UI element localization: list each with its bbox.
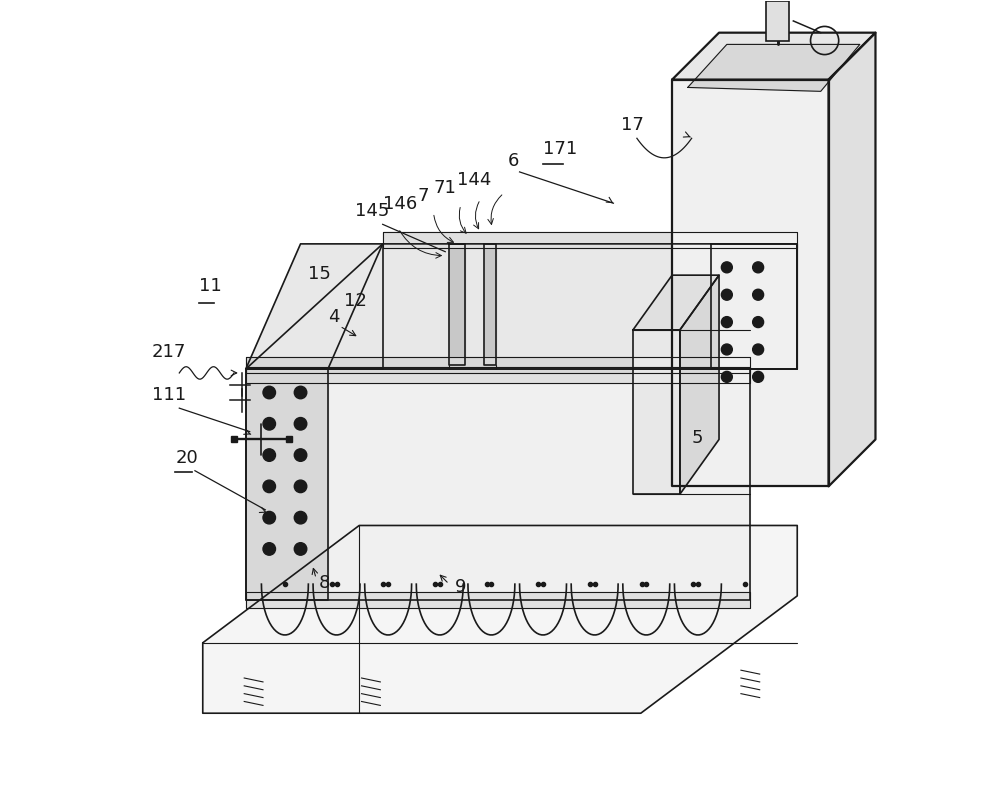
Text: 7: 7 [418, 187, 429, 205]
Polygon shape [246, 369, 328, 600]
Text: 20: 20 [175, 449, 198, 467]
Text: 15: 15 [308, 265, 331, 283]
Circle shape [721, 316, 732, 327]
Circle shape [263, 511, 276, 524]
Text: 6: 6 [508, 152, 519, 170]
Text: 111: 111 [152, 386, 186, 404]
Polygon shape [246, 244, 797, 369]
Polygon shape [672, 79, 829, 487]
Text: 71: 71 [434, 179, 456, 197]
Polygon shape [829, 33, 875, 487]
Circle shape [721, 289, 732, 300]
Polygon shape [680, 276, 719, 495]
Circle shape [294, 418, 307, 430]
Polygon shape [246, 592, 750, 608]
Text: 4: 4 [328, 308, 339, 326]
Polygon shape [633, 330, 680, 495]
Polygon shape [484, 244, 496, 365]
Bar [766, 2, 789, 41]
Polygon shape [246, 369, 750, 600]
Polygon shape [383, 232, 797, 248]
Text: 145: 145 [355, 203, 390, 221]
Polygon shape [246, 244, 383, 369]
Circle shape [753, 371, 764, 382]
Circle shape [294, 511, 307, 524]
Text: 17: 17 [621, 116, 644, 134]
Circle shape [753, 262, 764, 273]
Polygon shape [246, 357, 750, 373]
Text: 146: 146 [383, 195, 417, 213]
Circle shape [294, 449, 307, 462]
Text: 217: 217 [152, 343, 186, 361]
Text: 11: 11 [199, 277, 222, 295]
Polygon shape [633, 276, 719, 330]
Circle shape [263, 449, 276, 462]
Polygon shape [711, 244, 797, 369]
Polygon shape [449, 244, 465, 365]
Circle shape [721, 262, 732, 273]
Polygon shape [688, 45, 860, 91]
Text: 12: 12 [344, 293, 366, 310]
Circle shape [294, 480, 307, 493]
Circle shape [753, 344, 764, 355]
Text: 171: 171 [543, 140, 577, 158]
Circle shape [263, 480, 276, 493]
Polygon shape [246, 367, 750, 383]
Circle shape [294, 542, 307, 555]
Circle shape [721, 344, 732, 355]
Circle shape [294, 386, 307, 399]
Circle shape [721, 371, 732, 382]
Text: 5: 5 [692, 429, 703, 447]
Text: 144: 144 [457, 171, 491, 189]
Polygon shape [203, 525, 797, 714]
Polygon shape [672, 33, 875, 79]
Text: 9: 9 [455, 578, 467, 596]
Circle shape [263, 386, 276, 399]
Circle shape [753, 289, 764, 300]
Text: 8: 8 [318, 574, 330, 592]
Circle shape [263, 418, 276, 430]
Circle shape [753, 316, 764, 327]
Circle shape [263, 542, 276, 555]
